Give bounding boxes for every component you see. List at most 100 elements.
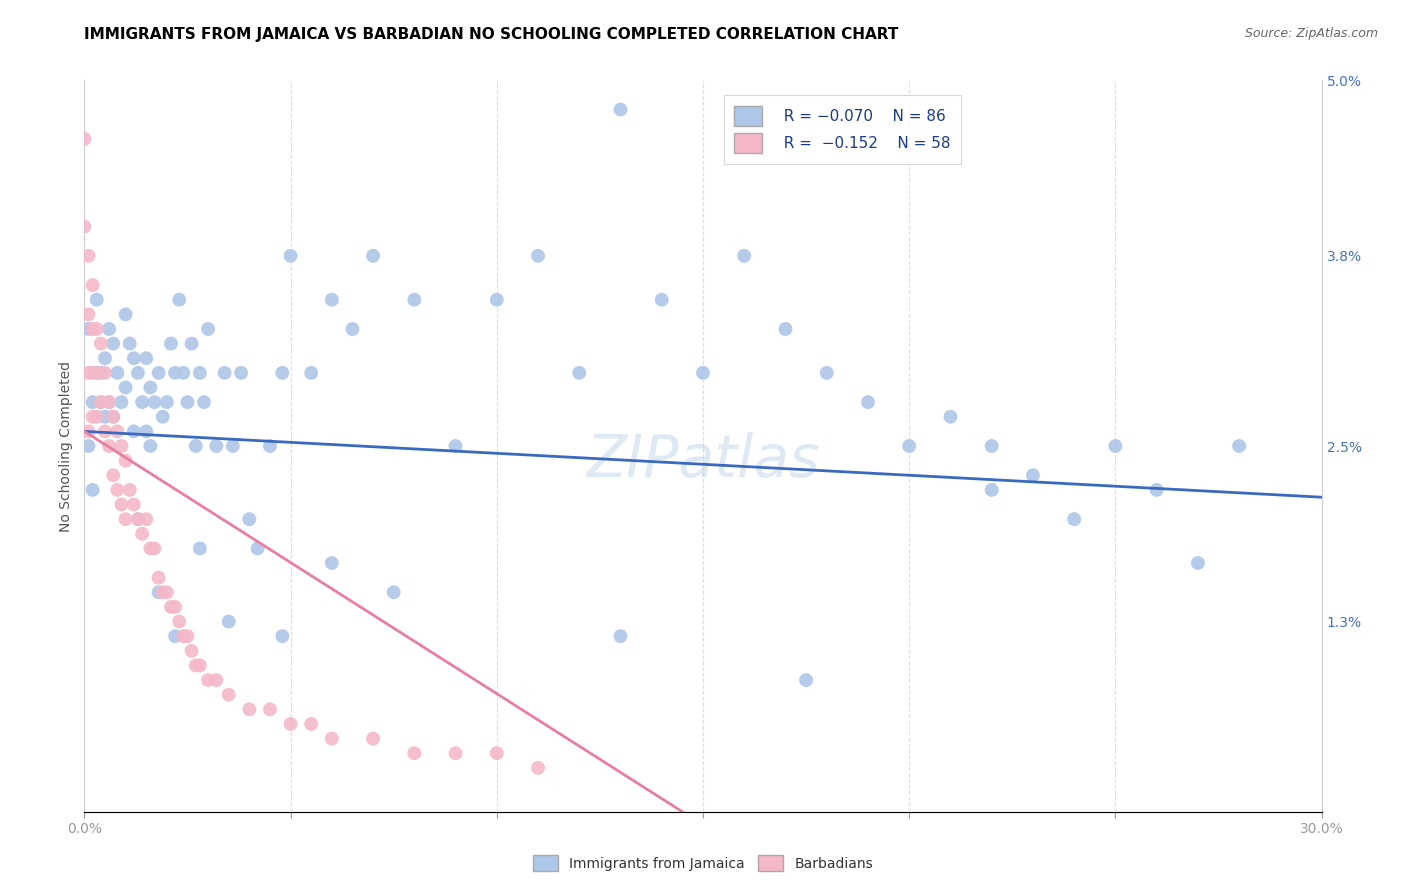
- Point: [651, 293, 673, 307]
- Point: [939, 409, 962, 424]
- Text: IMMIGRANTS FROM JAMAICA VS BARBADIAN NO SCHOOLING COMPLETED CORRELATION CHART: IMMIGRANTS FROM JAMAICA VS BARBADIAN NO …: [84, 27, 898, 42]
- Point: [361, 249, 384, 263]
- Point: [229, 366, 252, 380]
- Point: [160, 599, 183, 614]
- Point: [103, 409, 125, 424]
- Point: [94, 366, 117, 380]
- Point: [110, 439, 132, 453]
- Point: [122, 425, 145, 439]
- Point: [77, 249, 100, 263]
- Point: [238, 702, 260, 716]
- Point: [105, 366, 128, 380]
- Point: [73, 219, 96, 234]
- Point: [197, 322, 219, 336]
- Point: [321, 556, 343, 570]
- Point: [321, 293, 343, 307]
- Point: [98, 395, 121, 409]
- Legend: Immigrants from Jamaica, Barbadians: Immigrants from Jamaica, Barbadians: [526, 848, 880, 878]
- Point: [118, 483, 141, 497]
- Point: [815, 366, 838, 380]
- Point: [105, 425, 128, 439]
- Point: [568, 366, 591, 380]
- Point: [205, 439, 228, 453]
- Point: [218, 615, 240, 629]
- Point: [222, 439, 245, 453]
- Y-axis label: No Schooling Completed: No Schooling Completed: [59, 360, 73, 532]
- Point: [180, 336, 202, 351]
- Point: [90, 336, 112, 351]
- Point: [188, 366, 211, 380]
- Point: [98, 322, 121, 336]
- Point: [184, 439, 207, 453]
- Point: [135, 512, 157, 526]
- Point: [609, 629, 631, 643]
- Point: [152, 585, 174, 599]
- Point: [1022, 468, 1045, 483]
- Point: [898, 439, 921, 453]
- Point: [139, 380, 162, 394]
- Point: [94, 409, 117, 424]
- Point: [180, 644, 202, 658]
- Point: [299, 717, 322, 731]
- Point: [82, 366, 104, 380]
- Point: [280, 249, 302, 263]
- Point: [131, 526, 153, 541]
- Point: [856, 395, 879, 409]
- Point: [444, 439, 467, 453]
- Point: [197, 673, 219, 687]
- Point: [110, 498, 132, 512]
- Point: [143, 395, 166, 409]
- Point: [82, 278, 104, 293]
- Point: [775, 322, 797, 336]
- Point: [238, 512, 260, 526]
- Point: [259, 439, 281, 453]
- Point: [114, 307, 136, 321]
- Point: [122, 498, 145, 512]
- Point: [404, 293, 426, 307]
- Point: [165, 366, 187, 380]
- Point: [156, 395, 179, 409]
- Point: [1227, 439, 1250, 453]
- Point: [280, 717, 302, 731]
- Point: [135, 425, 157, 439]
- Point: [127, 512, 149, 526]
- Point: [1146, 483, 1168, 497]
- Point: [82, 322, 104, 336]
- Point: [114, 380, 136, 394]
- Point: [105, 483, 128, 497]
- Point: [382, 585, 405, 599]
- Point: [90, 395, 112, 409]
- Point: [98, 439, 121, 453]
- Point: [485, 746, 508, 760]
- Point: [143, 541, 166, 556]
- Point: [527, 249, 550, 263]
- Point: [90, 366, 112, 380]
- Point: [131, 395, 153, 409]
- Point: [218, 688, 240, 702]
- Point: [152, 409, 174, 424]
- Text: ZIPatlas: ZIPatlas: [586, 432, 820, 489]
- Point: [148, 585, 170, 599]
- Point: [122, 351, 145, 366]
- Point: [485, 293, 508, 307]
- Point: [692, 366, 714, 380]
- Point: [114, 453, 136, 467]
- Point: [246, 541, 269, 556]
- Point: [205, 673, 228, 687]
- Point: [172, 629, 194, 643]
- Point: [404, 746, 426, 760]
- Point: [77, 307, 100, 321]
- Point: [82, 409, 104, 424]
- Point: [77, 439, 100, 453]
- Point: [1187, 556, 1209, 570]
- Point: [127, 512, 149, 526]
- Point: [156, 585, 179, 599]
- Point: [103, 409, 125, 424]
- Point: [135, 351, 157, 366]
- Point: [86, 366, 108, 380]
- Point: [86, 409, 108, 424]
- Point: [172, 366, 194, 380]
- Point: [980, 439, 1002, 453]
- Point: [342, 322, 364, 336]
- Point: [361, 731, 384, 746]
